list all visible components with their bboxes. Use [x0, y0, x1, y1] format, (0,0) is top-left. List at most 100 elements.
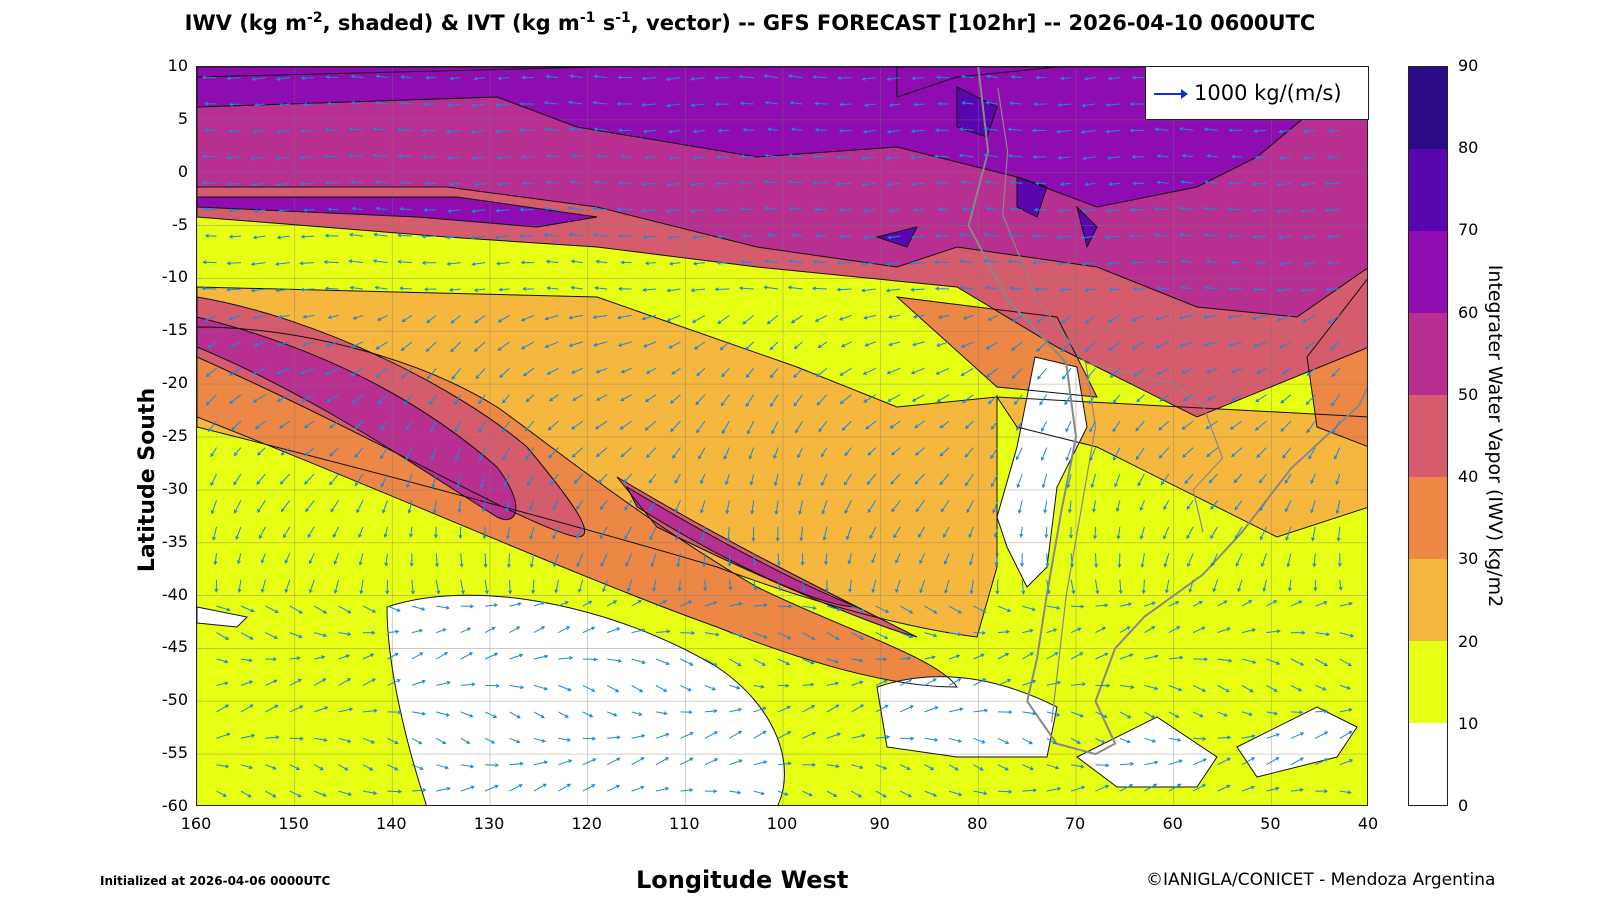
ivt-vector-arrow — [607, 658, 623, 663]
ivt-vector-arrow — [774, 500, 779, 515]
ivt-vector-arrow — [775, 526, 780, 542]
ivt-vector-arrow — [715, 102, 730, 107]
ivt-vector-arrow — [863, 394, 877, 403]
ivt-vector-arrow — [350, 367, 364, 377]
ivt-vector-arrow — [478, 394, 486, 405]
ivt-vector-arrow — [838, 314, 852, 321]
ivt-vector-arrow — [1217, 627, 1231, 634]
ivt-vector-arrow — [723, 447, 730, 460]
ivt-vector-arrow — [289, 605, 303, 614]
ivt-vector-arrow — [496, 155, 510, 160]
ivt-vector-arrow — [1144, 760, 1159, 766]
ivt-vector-arrow — [327, 207, 339, 212]
ivt-vector-arrow — [1230, 394, 1243, 401]
ivt-vector-arrow — [1033, 207, 1047, 212]
ivt-vector-arrow — [1056, 261, 1072, 266]
ivt-vector-arrow — [1095, 627, 1107, 634]
ivt-vector-arrow — [234, 500, 242, 514]
ivt-vector-arrow — [1057, 208, 1072, 213]
ivt-vector-arrow — [325, 180, 339, 185]
ivt-vector-arrow — [1086, 367, 1096, 380]
y-tick-label: -5 — [172, 214, 188, 234]
ivt-vector-arrow — [1303, 261, 1316, 266]
ivt-vector-arrow — [397, 154, 412, 159]
ivt-vector-arrow — [455, 447, 462, 462]
ivt-vector-arrow — [521, 75, 534, 80]
ivt-vector-arrow — [973, 653, 985, 660]
ivt-vector-arrow — [265, 605, 279, 613]
ivt-vector-arrow — [1205, 420, 1218, 430]
ivt-vector-arrow — [696, 420, 706, 434]
ivt-vector-arrow — [802, 705, 816, 713]
ivt-vector-arrow — [861, 288, 876, 293]
ivt-vector-arrow — [703, 579, 708, 592]
ivt-vector-arrow — [912, 314, 925, 319]
ivt-vector-arrow — [839, 102, 852, 107]
ivt-vector-arrow — [570, 285, 583, 290]
ivt-vector-arrow — [1132, 287, 1145, 292]
ivt-vector-arrow — [1164, 579, 1170, 594]
ivt-vector-arrow — [397, 233, 412, 238]
ivt-vector-arrow — [338, 605, 352, 614]
ivt-vector-arrow — [1154, 206, 1169, 211]
ivt-vector-arrow — [593, 127, 608, 132]
ivt-vector-arrow — [1034, 181, 1047, 186]
ivt-vector-arrow — [396, 127, 412, 132]
ivt-vector-arrow — [327, 314, 339, 320]
ivt-vector-arrow — [900, 656, 912, 661]
ivt-vector-arrow — [558, 737, 572, 742]
ivt-vector-arrow — [607, 711, 618, 717]
ivt-vector-arrow — [973, 605, 987, 613]
ivt-vector-arrow — [1144, 711, 1156, 719]
ivt-vector-arrow — [1266, 711, 1279, 716]
ivt-vector-arrow — [820, 447, 828, 458]
ivt-vector-arrow — [1009, 286, 1023, 291]
ivt-vector-arrow — [216, 732, 231, 739]
ivt-vector-arrow — [302, 314, 315, 319]
ivt-vector-arrow — [924, 790, 938, 797]
ivt-vector-arrow — [545, 259, 559, 264]
x-tick-label: 70 — [1064, 814, 1086, 833]
ivt-vector-arrow — [716, 155, 730, 160]
ivt-vector-arrow — [228, 367, 242, 376]
ivt-vector-arrow — [769, 367, 779, 379]
ivt-vector-arrow — [300, 181, 315, 186]
ivt-vector-arrow — [606, 684, 620, 693]
ivt-vector-arrow — [1041, 473, 1048, 489]
ivt-vector-arrow — [729, 707, 743, 713]
ivt-vector-arrow — [278, 208, 290, 213]
ivt-vector-arrow — [944, 579, 950, 594]
ivt-vector-arrow — [1227, 314, 1243, 320]
x-tick-label: 50 — [1260, 814, 1281, 833]
ivt-vector-arrow — [919, 553, 926, 565]
ivt-vector-arrow — [558, 711, 570, 718]
ivt-vector-arrow — [521, 181, 534, 186]
ivt-vector-arrow — [631, 684, 644, 693]
ivt-vector-arrow — [1306, 367, 1316, 376]
ivt-vector-arrow — [354, 447, 364, 458]
ivt-vector-arrow — [917, 526, 926, 538]
ivt-vector-arrow — [214, 579, 219, 593]
ivt-vector-arrow — [250, 262, 266, 266]
x-tick-label: 90 — [869, 814, 890, 833]
ivt-vector-arrow — [1129, 128, 1145, 133]
ivt-vector-arrow — [1325, 208, 1340, 213]
ivt-vector-arrow — [233, 473, 242, 486]
ivt-vector-arrow — [460, 764, 475, 769]
ivt-vector-arrow — [260, 579, 266, 594]
ivt-vector-arrow — [655, 684, 668, 692]
ivt-vector-arrow — [1280, 394, 1292, 404]
ivt-vector-arrow — [642, 234, 657, 239]
ivt-vector-arrow — [700, 473, 706, 485]
ivt-vector-arrow — [354, 473, 364, 487]
x-tick-label: 100 — [766, 814, 798, 833]
ivt-vector-arrow — [592, 100, 608, 105]
ivt-vector-arrow — [1057, 155, 1072, 160]
ivt-vector-arrow — [284, 553, 291, 564]
ivt-vector-arrow — [1336, 526, 1341, 542]
iwv-contour-line — [197, 286, 1367, 638]
ivt-vector-arrow — [348, 259, 364, 264]
ivt-vector-arrow — [778, 683, 790, 688]
ivt-vector-arrow — [1070, 553, 1075, 568]
ivt-vector-arrow — [671, 367, 681, 375]
